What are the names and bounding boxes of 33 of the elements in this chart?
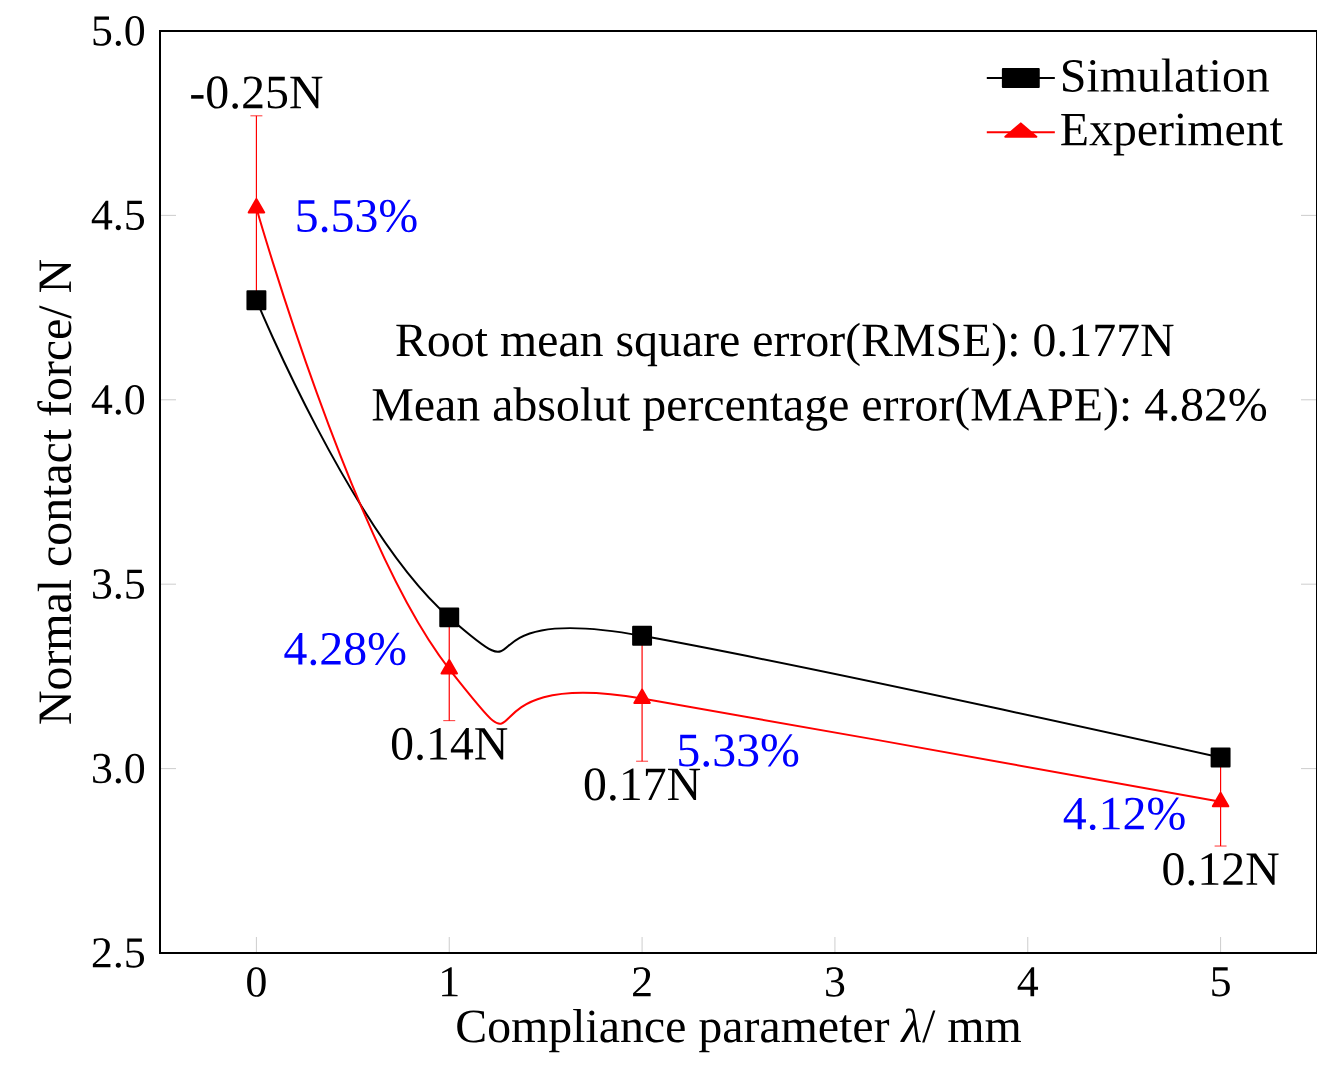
x-axis-title: Compliance parameter λ/ mm [457,1008,1021,1053]
point [632,625,653,646]
x-tick-label: 5 [1212,967,1230,997]
point [633,688,651,705]
point [1211,791,1230,808]
point [440,659,459,675]
annotation: 0.17N [584,768,701,801]
annotation: 0.14N [391,727,508,761]
y-tick-label: 4.0 [91,384,145,415]
y-axis-title: Normal contact force/ N [37,260,72,724]
x-tick-label: 1 [442,967,458,997]
annotation: 5.33% [679,734,799,767]
point [439,607,460,628]
y-tick-label: 2.5 [92,938,145,968]
annotation: Root mean square error(RMSE): 0.177N [396,322,1174,367]
annotation: 0.12N [1163,853,1279,886]
y-tick-label: 3.5 [93,569,145,600]
x-tick-label: 4 [1017,967,1039,997]
x-tick-label: 0 [247,967,266,997]
point [246,290,267,311]
annotation: 4.28% [284,632,406,666]
legend-label: Experiment [1061,113,1283,156]
annotation: Mean absolut percentage error(MAPE): 4.82% [372,387,1267,431]
x-tick-label: 3 [826,967,845,997]
point [1210,747,1231,768]
y-tick-label: 4.5 [91,200,145,231]
legend-label: Simulation [1063,58,1270,93]
annotation: 4.12% [1063,797,1185,831]
y-tick-label: 3.0 [93,753,145,784]
x-tick-label: 2 [633,967,651,997]
annotation: -0.25N [191,76,323,109]
annotation: 5.53% [297,199,417,233]
y-tick-label: 5.0 [93,16,145,46]
